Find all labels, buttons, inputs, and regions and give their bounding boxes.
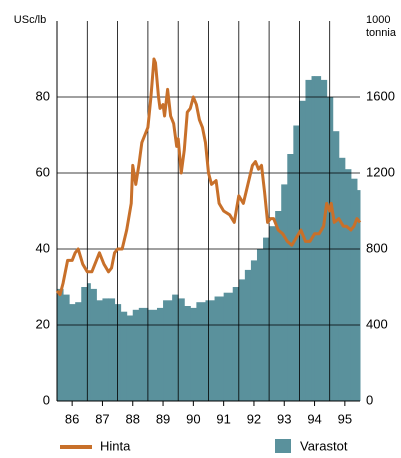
x-tick-label: 92 — [247, 411, 261, 426]
stock-bar — [156, 307, 164, 401]
stock-bar — [196, 302, 206, 401]
stock-bar — [63, 294, 70, 401]
y2-tick-label: 0 — [366, 392, 373, 407]
stock-bar — [205, 300, 216, 401]
stock-bar — [293, 125, 300, 401]
stock-bar — [299, 100, 306, 402]
y-tick-label: 80 — [36, 88, 50, 103]
x-tick-label: 91 — [216, 411, 230, 426]
x-tick-label: 95 — [338, 411, 352, 426]
y2-axis-label: 1000 — [366, 14, 390, 26]
stock-bar — [350, 178, 358, 401]
x-tick-label: 86 — [65, 411, 79, 426]
y2-tick-label: 1600 — [366, 88, 395, 103]
price-line — [55, 57, 362, 297]
stock-bar — [163, 300, 173, 401]
stock-bar — [69, 304, 76, 401]
legend-swatch — [275, 439, 291, 453]
y-tick-label: 20 — [36, 316, 50, 331]
stock-bar — [344, 169, 352, 401]
stock-bar — [320, 79, 328, 402]
stock-bar — [57, 288, 64, 401]
stock-bar — [338, 157, 346, 401]
stock-bar — [332, 131, 340, 401]
stock-bar — [190, 307, 197, 401]
stock-bar — [81, 287, 88, 401]
x-tick-label: 93 — [277, 411, 291, 426]
stock-bar — [132, 309, 140, 401]
stock-bar — [147, 309, 158, 401]
stock-bar — [263, 237, 270, 401]
stock-bar — [314, 76, 322, 401]
y-axis-label: USc/lb — [14, 14, 46, 26]
y-tick-label: 60 — [36, 164, 50, 179]
y2-tick-label: 400 — [366, 316, 388, 331]
stock-bar — [178, 298, 185, 401]
y2-axis-label: tonnia — [366, 27, 397, 39]
stock-bar — [75, 302, 82, 401]
stock-bar — [223, 292, 234, 401]
stock-bar — [287, 154, 294, 401]
stock-bar — [102, 298, 110, 401]
stock-bar — [275, 211, 282, 401]
stock-bar — [269, 226, 276, 401]
x-tick-label: 89 — [156, 411, 170, 426]
stock-bar — [126, 315, 134, 401]
stock-bar — [281, 184, 288, 401]
y2-tick-label: 1200 — [366, 164, 395, 179]
x-tick-label: 88 — [126, 411, 140, 426]
stock-bar — [232, 287, 240, 401]
y-tick-label: 40 — [36, 240, 50, 255]
legend-label: Varastot — [300, 438, 348, 453]
stock-bar — [120, 311, 128, 401]
y2-tick-label: 800 — [366, 240, 388, 255]
stock-bar — [90, 288, 97, 401]
stock-bar — [172, 294, 179, 401]
stock-bar — [96, 300, 103, 401]
legend-label: Hinta — [100, 438, 131, 453]
stock-bar — [138, 307, 149, 401]
x-tick-label: 94 — [307, 411, 321, 426]
x-tick-label: 90 — [186, 411, 200, 426]
stock-bar — [244, 269, 252, 401]
stock-bar — [184, 306, 191, 401]
y-tick-label: 0 — [43, 392, 50, 407]
stock-bar — [87, 283, 91, 401]
stock-bar — [356, 190, 361, 401]
stock-bar — [108, 298, 116, 401]
stock-bar — [250, 260, 258, 401]
stock-bar — [214, 296, 225, 401]
stock-bar — [238, 279, 246, 401]
x-tick-label: 87 — [95, 411, 109, 426]
